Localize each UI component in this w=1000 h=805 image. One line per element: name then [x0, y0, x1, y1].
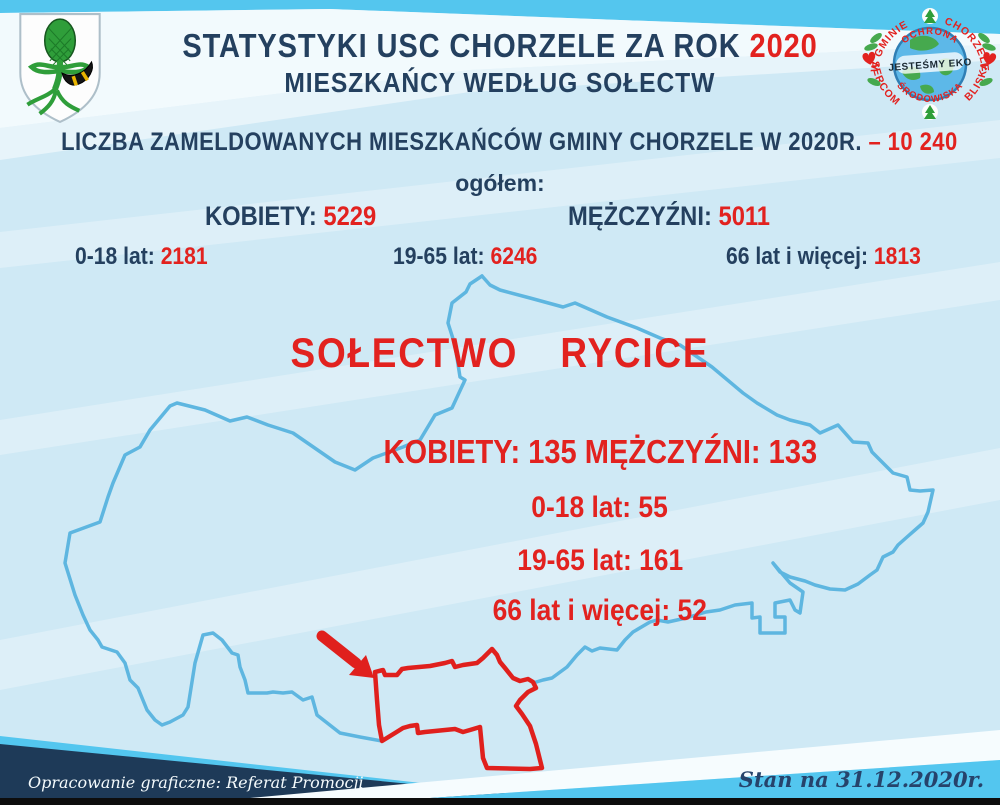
women-value: 5229	[323, 201, 377, 231]
solectwo-title-word2: RYCICE	[560, 329, 710, 376]
tree-icon	[26, 18, 93, 116]
age-66-plus-stat: 66 lat i więcej: 1813	[726, 243, 947, 271]
top-white-wedge	[0, 9, 1000, 128]
gmina-border-west	[63, 274, 484, 743]
gmina-border-east	[480, 274, 935, 685]
solectwo-rycice-outline	[372, 646, 545, 772]
gender-stats-row: KOBIETY: 5229 MĘŻCZYŹNI: 5011	[0, 201, 1000, 235]
men-stat: MĘŻCZYŹNI: 5011	[568, 201, 798, 232]
tree-icon-top	[922, 8, 938, 24]
top-cyan-band	[0, 0, 1000, 34]
solectwo-age-19-65-value: 161	[638, 544, 683, 577]
women-stat: KOBIETY: 5229	[205, 201, 400, 232]
solectwo-age-66-plus-label: 66 lat i więcej:	[492, 594, 671, 627]
age-66-plus-value: 1813	[873, 243, 921, 270]
bottom-white-stripe	[250, 730, 1000, 798]
total-population-line: LICZBA ZAMELDOWANYCH MIESZKAŃCÓW GMINY C…	[0, 128, 1000, 157]
men-value: 5011	[718, 201, 771, 231]
solectwo-gender-row: KOBIETY: 135 MĘŻCZYŹNI: 133	[190, 433, 1000, 471]
age-66-plus-label: 66 lat i więcej:	[726, 243, 869, 270]
men-label: MĘŻCZYŹNI:	[568, 201, 712, 231]
women-label: KOBIETY:	[205, 201, 317, 231]
solectwo-age-19-65-label: 19-65 lat:	[517, 544, 632, 577]
solectwo-age-0-18-row: 0-18 lat: 55	[190, 491, 1000, 525]
bottom-cyan-sliver-left	[0, 736, 555, 798]
solectwo-age-66-plus-value: 52	[677, 594, 708, 627]
age-19-65-value: 6246	[490, 243, 538, 270]
horn-icon	[61, 60, 93, 86]
solectwo-title: SOŁECTWO RYCICE	[0, 329, 1000, 377]
title-text: STATYSTYKI USC CHORZELE ZA ROK	[182, 27, 741, 64]
gmina-coat-of-arms	[19, 13, 101, 124]
page-title: STATYSTYKI USC CHORZELE ZA ROK 2020	[0, 27, 1000, 65]
bottom-bands	[0, 730, 1000, 805]
bottom-black-strip	[0, 798, 1000, 805]
bottom-cyan-band-right	[430, 760, 1000, 798]
solectwo-men-label: MĘŻCZYŹNI:	[584, 433, 761, 470]
credit-note: Opracowanie graficzne: Referat Promocji	[28, 773, 364, 792]
solectwo-age-0-18-value: 55	[638, 491, 669, 524]
solectwo-men-value: 133	[768, 433, 817, 470]
page-subtitle: MIESZKAŃCY WEDŁUG SOŁECTW	[0, 67, 1000, 99]
subtitle-text: MIESZKAŃCY WEDŁUG SOŁECTW	[284, 67, 716, 98]
age-0-18-label: 0-18 lat:	[75, 243, 155, 270]
solectwo-women-value: 135	[527, 433, 577, 470]
eco-logo: W GMINIE CHORZELE OCHRONA JESTEŚMY EKO Ś…	[862, 8, 997, 120]
data-as-of-date: Stan na 31.12.2020r.	[738, 767, 984, 792]
gmina-map-outline	[63, 274, 935, 743]
title-year: 2020	[749, 27, 818, 64]
age-0-18-value: 2181	[160, 243, 208, 270]
solectwo-title-word1: SOŁECTWO	[290, 329, 519, 376]
age-19-65-stat: 19-65 lat: 6246	[393, 243, 557, 271]
light-stripes	[0, 44, 1000, 690]
solectwo-age-66-plus-row: 66 lat i więcej: 52	[190, 594, 1000, 628]
total-value: – 10 240	[868, 128, 958, 156]
age-stats-row: 0-18 lat: 2181 19-65 lat: 6246 66 lat i …	[0, 243, 1000, 273]
total-label: LICZBA ZAMELDOWANYCH MIESZKAŃCÓW GMINY C…	[61, 128, 862, 156]
earth-icon	[892, 26, 968, 102]
tree-icon-bottom	[922, 104, 938, 120]
age-19-65-label: 19-65 lat:	[393, 243, 485, 270]
pointer-arrow-icon	[316, 630, 374, 678]
solectwo-women-label: KOBIETY:	[383, 433, 520, 470]
age-0-18-stat: 0-18 lat: 2181	[75, 243, 226, 271]
solectwo-age-19-65-row: 19-65 lat: 161	[190, 544, 1000, 578]
overall-label: ogółem:	[455, 170, 545, 196]
leaf-icons	[864, 33, 996, 86]
solectwo-age-0-18-label: 0-18 lat:	[531, 491, 632, 524]
